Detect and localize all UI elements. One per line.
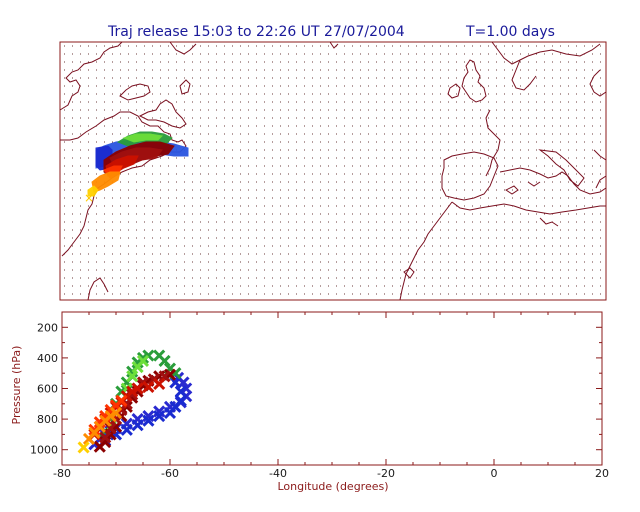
coastline-21 [403,267,415,279]
coastline-8 [461,59,487,103]
coastline-1 [60,111,187,257]
y-tick-label: 600 [37,383,58,396]
trajectory-point [136,354,150,368]
trajectory-series [77,441,90,454]
coastline-4 [179,79,191,95]
coastline-11 [511,59,537,91]
coastline-12 [589,69,607,97]
coastline-15 [499,167,607,195]
trajectory-point [153,377,166,390]
trajectory-point [169,376,182,389]
coastline-0 [59,41,123,111]
trajectory-point [174,394,187,407]
trajectory-point [131,419,144,432]
pressure-panel: -80 -60 -40 -20 0 20 200 400 600 800 1000 Longitud… [10,311,609,493]
x-tick-label: -40 [269,467,287,480]
trajectory-point [153,409,166,423]
map-frame [59,41,607,301]
y-tick-label: 400 [37,352,58,365]
x-tick-label: -60 [161,467,179,480]
y-tick-label: 800 [37,413,58,426]
release-marker: × [84,191,94,205]
x-tick-label: 20 [595,467,609,480]
coastline-14 [441,151,499,201]
coastline-18 [595,175,607,189]
trajectory-point [158,354,171,368]
grid-dot-pattern [64,45,601,295]
coastline-7 [329,41,339,49]
trajectory-point [99,431,112,444]
map-trajectories: × [84,131,189,205]
map-coastlines [59,41,607,301]
trajectory-point [77,441,90,454]
trajectory-point [174,385,187,398]
x-tick-label: -20 [377,467,395,480]
coastline-23 [505,185,519,195]
coastline-3 [119,83,151,101]
coastline-5 [87,277,109,301]
pressure-ticks: -80 -60 -40 -20 0 20 200 400 600 800 1000 [30,312,609,480]
x-tick-label: 0 [491,467,498,480]
trajectory-series [82,406,123,446]
coastline-24 [527,181,541,187]
coastline-10 [491,41,601,65]
map-panel: × [59,41,607,301]
map-trajectory-band-9 [87,185,99,197]
trajectory-point [126,370,139,383]
coastline-20 [399,201,453,301]
x-tick-label: -80 [53,467,71,480]
map-trajectory-band-3 [122,133,164,143]
time-label: T=1.00 days [465,24,555,40]
trajectory-point [109,406,123,420]
pressure-frame [61,311,603,466]
x-axis-label: Longitude (degrees) [277,480,388,493]
trajectory-point [142,380,155,394]
coastline-2 [138,99,187,129]
coastline-17 [593,149,607,161]
trajectory-point [131,382,144,395]
coastline-9 [447,83,461,99]
coastline-16 [538,149,585,187]
trajectory-point [104,422,117,435]
y-axis-label: Pressure (hPa) [10,346,23,425]
y-tick-label: 1000 [30,444,58,457]
y-tick-label: 200 [37,321,58,334]
coastline-6 [169,41,197,55]
coastline-13 [485,109,501,177]
coastline-19 [451,201,606,215]
trajectory-point [115,394,128,407]
figure-title: Traj release 15:03 to 22:26 UT 27/07/200… [107,24,405,40]
trajectory-point [158,370,171,383]
trajectory-point [120,423,133,436]
map-grid-dots [64,45,601,295]
pressure-points [77,349,193,454]
coastline-22 [539,217,559,227]
trajectory-point [142,414,155,427]
